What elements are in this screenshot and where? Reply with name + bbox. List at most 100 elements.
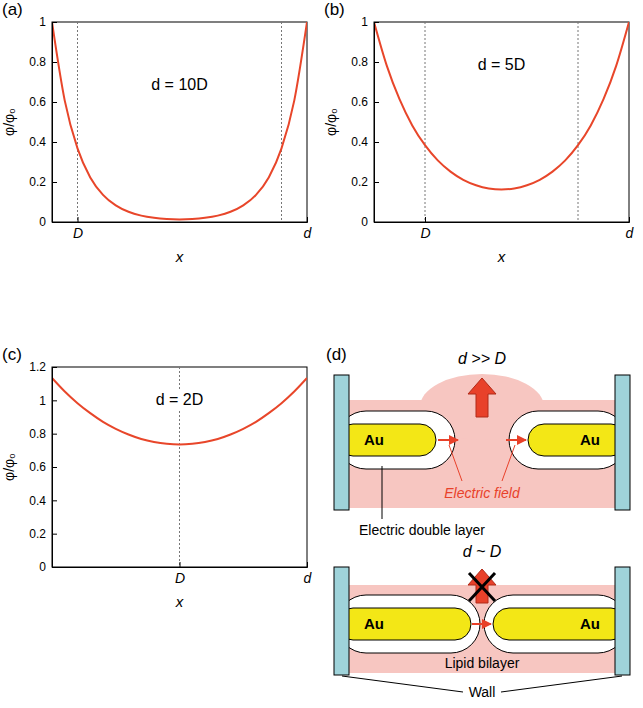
wall — [334, 567, 349, 675]
tick-mark — [180, 562, 181, 567]
y-tick: 0.2 — [29, 175, 57, 189]
y-tick: 0.8 — [29, 427, 57, 441]
electrode-label: Au — [580, 431, 600, 448]
tick-label: d — [304, 570, 313, 586]
tick-label: 0.4 — [29, 494, 46, 508]
electrode-label: Au — [364, 431, 384, 448]
x-tick: d — [626, 217, 635, 241]
tick-label: 0.8 — [351, 55, 368, 69]
x-axis: Dd — [375, 217, 635, 241]
annotation: d = 5D — [478, 56, 526, 73]
lift-arrow — [468, 569, 496, 603]
diagram: (d)d >> DAuAuElectric fieldElectric doub… — [326, 345, 630, 700]
y-axis: 00.20.40.60.811.2 — [29, 360, 57, 574]
tick-mark — [629, 217, 630, 222]
panel-label: (d) — [326, 345, 347, 364]
tick-mark — [52, 367, 57, 368]
y-tick: 0.4 — [29, 494, 57, 508]
y-tick: 0.4 — [29, 135, 57, 149]
lift-arrow — [468, 378, 496, 417]
schematic-near: d ~ DAuAuLipid bilayerWall — [334, 543, 630, 700]
y-tick: 1 — [361, 15, 379, 29]
double-layer — [484, 595, 627, 653]
tick-label: 0.8 — [29, 427, 46, 441]
annotation: d = 2D — [156, 391, 204, 408]
y-tick: 1.2 — [29, 360, 57, 374]
layer-label: Electric double layer — [359, 522, 485, 538]
tick-label: 1 — [39, 15, 46, 29]
electrode — [528, 424, 627, 456]
x-axis: Dd — [53, 217, 313, 241]
y-tick: 0.6 — [29, 95, 57, 109]
tick-label: 0.2 — [351, 175, 368, 189]
plot-frame — [52, 22, 307, 222]
tick-mark — [374, 142, 379, 143]
tick-mark — [374, 62, 379, 63]
panel-label: (c) — [2, 345, 22, 364]
plot-area — [52, 367, 307, 567]
field-label: Electric field — [444, 485, 521, 501]
y-tick: 0.6 — [29, 460, 57, 474]
electrode — [337, 424, 436, 456]
tick-label: 0.6 — [29, 95, 46, 109]
y-axis-title: φ/φ₀ — [1, 108, 17, 136]
tick-mark — [52, 182, 57, 183]
leader-line — [501, 676, 622, 692]
reference-line — [425, 22, 426, 222]
tick-label: 0 — [39, 560, 46, 574]
schematic-far: d >> DAuAuElectric fieldElectric double … — [334, 350, 630, 538]
axis-line — [375, 217, 630, 223]
reference-line — [281, 22, 282, 222]
panel: 00.20.40.60.811.2Ddφ/φ₀x(c)d = 2D — [1, 345, 313, 610]
medium-label: Lipid bilayer — [445, 655, 520, 671]
y-axis: 00.20.40.60.81 — [351, 15, 379, 229]
tick-mark — [52, 467, 57, 468]
wall — [334, 375, 349, 510]
tick-mark — [52, 434, 57, 435]
axis-line — [375, 23, 380, 223]
annotation-background — [153, 390, 207, 409]
tick-label: 1 — [361, 15, 368, 29]
tick-label: 0 — [39, 215, 46, 229]
field-arrow — [472, 623, 491, 625]
x-axis: Dd — [53, 562, 313, 586]
electrode-label: Au — [580, 615, 600, 632]
annotation: d = 10D — [151, 76, 207, 93]
tick-label: D — [420, 225, 430, 241]
annotation-background — [148, 75, 210, 94]
y-tick: 1 — [39, 394, 57, 408]
tick-label: 0 — [361, 215, 368, 229]
y-tick: 0.4 — [351, 135, 379, 149]
leader-line — [382, 466, 383, 519]
tick-mark — [374, 22, 379, 23]
tick-mark — [52, 534, 57, 535]
field-arrow — [506, 439, 526, 441]
annotation-background — [475, 55, 529, 74]
curve — [52, 22, 307, 219]
tick-mark — [425, 217, 426, 222]
tick-label: 0.8 — [29, 55, 46, 69]
reference-line — [578, 22, 579, 222]
axis-line — [53, 23, 58, 223]
leader-line — [449, 445, 462, 481]
tick-mark — [52, 22, 57, 23]
panel-label: (a) — [2, 0, 23, 19]
tick-label: 0.6 — [29, 460, 46, 474]
figure: 00.20.40.60.81Ddφ/φ₀x(a)d = 10D00.20.40.… — [0, 0, 643, 708]
y-axis-title: φ/φ₀ — [323, 108, 339, 136]
axis-line — [53, 368, 58, 568]
wall-label: Wall — [469, 684, 496, 700]
x-tick: D — [420, 217, 430, 241]
y-axis: 0 0.2 0.4 0.6 0.8 1 — [29, 15, 57, 229]
panel: 00.20.40.60.81Ddφ/φ₀x(b)d = 5D — [323, 0, 635, 265]
reference-line — [77, 22, 78, 222]
tick-label: 0.4 — [29, 135, 46, 149]
double-layer — [337, 411, 455, 469]
panel: 00.20.40.60.81Ddφ/φ₀x(a)d = 10D — [1, 0, 313, 265]
panel-label: (b) — [324, 0, 345, 19]
tick-mark — [52, 102, 57, 103]
cross-mark — [469, 573, 495, 601]
x-tick: D — [73, 217, 83, 241]
condition: d ~ D — [463, 543, 502, 560]
tick-mark — [52, 400, 57, 401]
